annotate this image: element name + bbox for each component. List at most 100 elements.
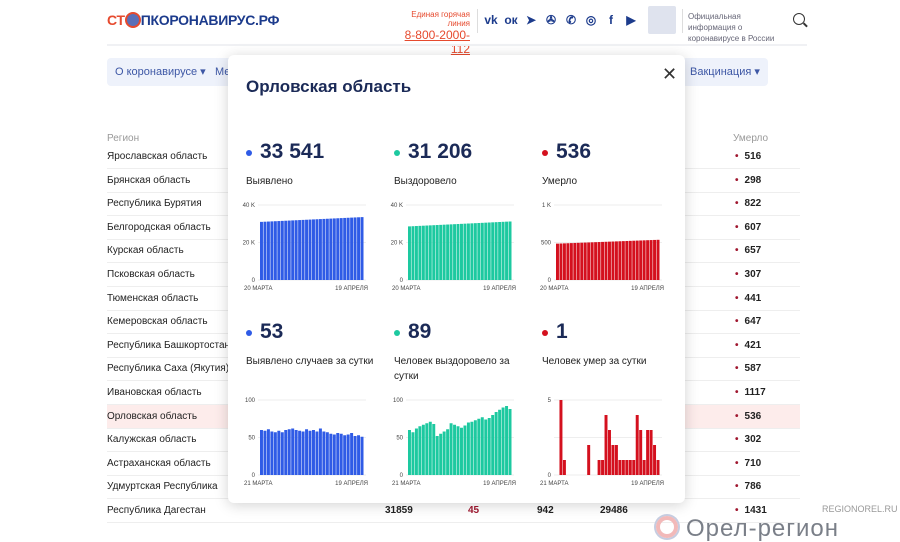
region-name[interactable]: Республика Дагестан	[107, 505, 206, 516]
chart-bar[interactable]	[587, 242, 591, 280]
column-header-region[interactable]: Регион	[107, 133, 140, 144]
region-name[interactable]: Псковская область	[107, 269, 195, 280]
chart-bar[interactable]	[432, 225, 436, 280]
chart-bar[interactable]	[435, 225, 439, 280]
chart-bar[interactable]	[411, 432, 415, 475]
chart-bar[interactable]	[477, 223, 481, 280]
chart-bar[interactable]	[466, 422, 470, 476]
chart-bar[interactable]	[635, 240, 639, 280]
chart-bar[interactable]	[562, 243, 566, 280]
chart-bar[interactable]	[646, 240, 650, 280]
chart-bar[interactable]	[580, 242, 584, 280]
chart-bar[interactable]	[287, 429, 291, 475]
chart-bar[interactable]	[273, 432, 277, 475]
chart-bar[interactable]	[597, 242, 601, 280]
chart-bar[interactable]	[639, 430, 643, 475]
chart-bar[interactable]	[432, 424, 436, 475]
chart-bar[interactable]	[583, 242, 587, 280]
chart-bar[interactable]	[357, 217, 361, 280]
chart-bar[interactable]	[346, 217, 350, 280]
chart-bar[interactable]	[414, 226, 418, 280]
chart-bar[interactable]	[494, 412, 498, 475]
chart-bar[interactable]	[418, 426, 422, 475]
chart-bar[interactable]	[332, 434, 336, 476]
chart-bar[interactable]	[601, 241, 605, 280]
telegram-icon[interactable]: ➤	[525, 13, 537, 27]
chart-bar[interactable]	[642, 240, 646, 280]
chart-bar[interactable]	[649, 240, 653, 280]
chart-bar[interactable]	[442, 224, 446, 280]
chart-bar[interactable]	[453, 224, 457, 280]
chart-bar[interactable]	[494, 222, 498, 280]
chart-bar[interactable]	[491, 222, 495, 280]
chart-bar[interactable]	[305, 429, 309, 475]
chart-bar[interactable]	[601, 460, 605, 475]
chart-bar[interactable]	[608, 430, 611, 475]
chart-bar[interactable]	[291, 220, 295, 280]
nav-about[interactable]: О коронавирусе ▾	[107, 58, 214, 86]
chart-bar[interactable]	[421, 424, 425, 475]
chart-bar[interactable]	[270, 221, 274, 280]
chart-bar[interactable]	[270, 431, 274, 476]
chart-bar[interactable]	[621, 241, 625, 280]
chart-bar[interactable]	[425, 423, 429, 475]
chart-bar[interactable]	[336, 433, 340, 475]
chart-bar[interactable]	[487, 222, 491, 280]
chart-bar[interactable]	[280, 432, 284, 475]
chart-bar[interactable]	[298, 430, 302, 475]
chart-bar[interactable]	[621, 460, 625, 475]
chart-bar[interactable]	[411, 226, 415, 280]
region-name[interactable]: Кемеровская область	[107, 316, 208, 328]
nav-vaccination[interactable]: Вакцинация ▾	[682, 58, 768, 86]
chart-bar[interactable]	[604, 241, 608, 280]
chart-bar[interactable]	[325, 432, 329, 475]
chart-bar[interactable]	[653, 445, 657, 475]
chart-bar[interactable]	[318, 219, 322, 280]
chart-bar[interactable]	[508, 409, 512, 475]
chart-bar[interactable]	[315, 219, 319, 280]
chart-bar[interactable]	[439, 224, 443, 280]
chart-bar[interactable]	[273, 221, 277, 280]
chart-bar[interactable]	[439, 433, 443, 475]
chart-bar[interactable]	[446, 224, 450, 280]
chart-bar[interactable]	[477, 418, 481, 475]
chart-bar[interactable]	[308, 430, 312, 475]
chart-bar[interactable]	[343, 217, 347, 280]
chart-bar[interactable]	[653, 239, 657, 280]
chart-bar[interactable]	[414, 428, 418, 476]
chart-bar[interactable]	[611, 241, 615, 280]
region-name[interactable]: Республика Бурятия	[107, 198, 202, 210]
chart-bar[interactable]	[298, 220, 302, 280]
chart-bar[interactable]	[312, 430, 315, 475]
chart-bar[interactable]	[628, 240, 632, 280]
aperture-icon[interactable]: ✇	[545, 13, 557, 27]
chart-bar[interactable]	[484, 419, 488, 476]
chart-bar[interactable]	[277, 221, 281, 280]
chart-bar[interactable]	[614, 241, 618, 280]
region-name[interactable]: Калужская область	[107, 434, 197, 446]
chart-bar[interactable]	[428, 421, 432, 475]
odnoklassniki-icon[interactable]: ок	[504, 13, 518, 27]
region-name[interactable]: Астраханская область	[107, 457, 211, 469]
chart-bar[interactable]	[491, 415, 495, 475]
chart-bar[interactable]	[266, 221, 270, 280]
chart-bar[interactable]	[566, 243, 570, 280]
chart-bar[interactable]	[329, 433, 333, 475]
chart-bar[interactable]	[287, 220, 291, 280]
search-icon[interactable]	[793, 13, 805, 25]
chart-bar[interactable]	[656, 460, 660, 475]
chart-bar[interactable]	[350, 433, 354, 475]
region-name[interactable]: Республика Саха (Якутия)	[107, 363, 230, 375]
chart-bar[interactable]	[339, 218, 343, 280]
chart-bar[interactable]	[266, 429, 270, 475]
chart-bar[interactable]	[498, 409, 502, 475]
viber-icon[interactable]: ✆	[565, 13, 577, 27]
chart-bar[interactable]	[360, 217, 364, 280]
chart-bar[interactable]	[446, 429, 450, 475]
chart-bar[interactable]	[453, 424, 457, 475]
chart-bar[interactable]	[315, 431, 319, 476]
chart-bar[interactable]	[484, 222, 488, 280]
chart-bar[interactable]	[505, 221, 509, 280]
chart-bar[interactable]	[353, 436, 357, 475]
chart-bar[interactable]	[470, 421, 474, 475]
